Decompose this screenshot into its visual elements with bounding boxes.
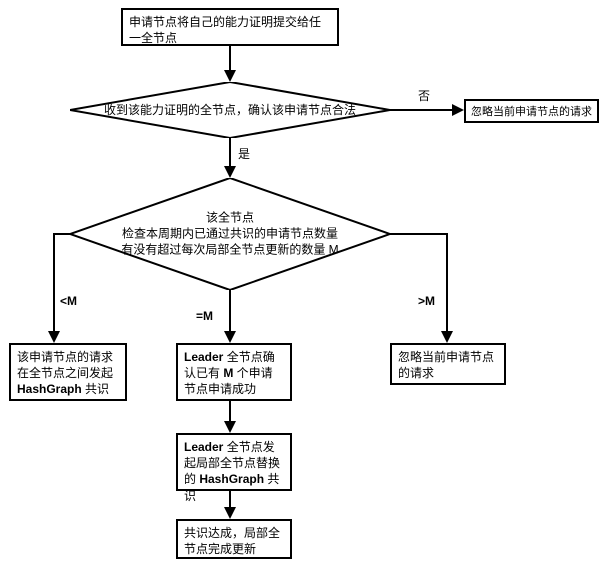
edge-label-yes: 是 [238,148,250,160]
arrow-down-icon [224,331,236,343]
node-eq-m-confirm: Leader 全节点确认已有 M 个申请节点申请成功 [176,343,292,401]
node-text-strong: HashGraph [199,472,264,486]
node-text: 共识达成，局部全节点完成更新 [184,526,280,556]
node-text: 忽略当前申请节点的请求 [398,350,494,380]
edge [229,46,231,72]
arrow-right-icon [452,104,464,116]
node-text-strong: HashGraph [17,382,82,396]
node-text-prefix: Leader [184,350,223,364]
node-text: 忽略当前申请节点的请求 [471,106,592,118]
edge-label-gt-m: >M [418,295,435,307]
edge [229,290,231,333]
node-text: 申请节点将自己的能力证明提交给任一全节点 [129,15,321,45]
edge [53,233,55,333]
arrow-down-icon [224,166,236,178]
node-eq-m-leader-hashgraph: Leader 全节点发起局部全节点替换的 HashGraph 共识 [176,433,292,491]
edge-label-lt-m: <M [60,295,77,307]
edge-label-eq-m: =M [196,310,213,322]
node-eq-m-consensus-done: 共识达成，局部全节点完成更新 [176,519,292,559]
arrow-down-icon [441,331,453,343]
node-gt-m-ignore: 忽略当前申请节点的请求 [390,343,506,385]
edge [229,401,231,423]
edge [390,109,454,111]
node-lt-m-hashgraph: 该申请节点的请求在全节点之间发起 HashGraph 共识 [9,343,127,401]
node-text-line1: 该申请节点的请求在全节点之间发起 [17,350,113,380]
edge [53,233,71,235]
node-text-tail: 共识 [82,382,109,396]
arrow-down-icon [224,507,236,519]
decision-text-line2: 检查本周期内已通过共识的申请节点数量有没有超过每次局部全节点更新的数量 M [121,227,338,257]
node-ignore-request-1: 忽略当前申请节点的请求 [464,99,599,123]
node-submit-proof: 申请节点将自己的能力证明提交给任一全节点 [121,8,339,46]
decision-check-count-m: 该全节点 检查本周期内已通过共识的申请节点数量有没有超过每次局部全节点更新的数量… [70,178,390,290]
node-text-prefix: Leader [184,440,223,454]
decision-text: 收到该能力证明的全节点，确认该申请节点合法 [104,103,356,117]
node-text-m: M [223,366,233,380]
arrow-down-icon [224,421,236,433]
arrow-down-icon [48,331,60,343]
edge [390,233,448,235]
decision-text-line1: 该全节点 [206,211,254,225]
edge [446,233,448,333]
arrow-down-icon [224,70,236,82]
decision-confirm-legal: 收到该能力证明的全节点，确认该申请节点合法 [70,82,390,138]
edge-label-no: 否 [418,90,430,102]
edge [229,138,231,168]
